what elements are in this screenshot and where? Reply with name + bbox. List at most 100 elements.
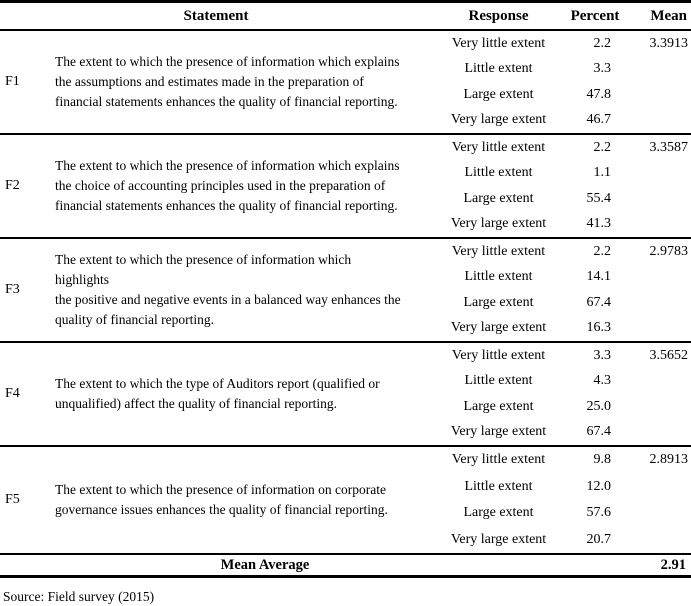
statement-line: The extent to which the presence of info… (55, 252, 352, 267)
percent-value: 55.4 (586, 190, 612, 206)
response-label: Very large extent (450, 531, 547, 547)
statement-line: governance issues enhances the quality o… (55, 502, 388, 517)
statement-id: F3 (5, 282, 20, 297)
response-row: Very large extent 16.3 (432, 316, 691, 342)
mean-value: 2.8913 (649, 452, 689, 468)
percent-value: 4.3 (593, 373, 612, 389)
response-row: Very large extent 67.4 (432, 420, 691, 446)
statement-id: F5 (5, 492, 20, 507)
mean-value: 2.9783 (649, 243, 689, 259)
response-row: Very large extent 41.3 (432, 212, 691, 238)
response-row: Very large extent 46.7 (432, 108, 691, 134)
table-section-f5: F5 The extent to which the presence of in… (0, 447, 691, 555)
statement-line: the assumptions and estimates made in th… (55, 74, 364, 89)
response-label: Little extent (464, 165, 533, 181)
response-label: Large extent (463, 190, 534, 206)
percent-value: 12.0 (586, 478, 612, 494)
response-row: Very little extent 2.2 3.3587 (432, 135, 691, 161)
mean-average-label: Mean Average (220, 556, 310, 573)
response-row: Large extent 57.6 (432, 500, 691, 527)
statement-line: quality of financial reporting. (55, 312, 214, 327)
statement-line: financial statements enhances the qualit… (55, 94, 398, 109)
response-row: Little extent 12.0 (432, 474, 691, 501)
response-row: Little extent 3.3 (432, 57, 691, 83)
mean-value: 3.3913 (649, 35, 689, 51)
percent-value: 2.2 (593, 35, 612, 51)
percent-value: 57.6 (586, 505, 612, 521)
percent-value: 3.3 (593, 61, 612, 77)
statement-line: financial statements enhances the qualit… (55, 198, 398, 213)
table-body: F1 The extent to which the presence of in… (0, 31, 691, 555)
percent-value: 2.2 (593, 243, 612, 259)
response-row: Large extent 55.4 (432, 186, 691, 212)
mean-value: 3.3587 (649, 139, 689, 155)
column-header-mean: Mean (650, 7, 687, 24)
percent-value: 67.4 (586, 424, 612, 440)
response-row: Little extent 1.1 (432, 161, 691, 187)
statement-line: unqualified) affect the quality of finan… (55, 396, 338, 411)
table-header-row: Statement Response Percent Mean (0, 3, 691, 31)
statement-id: F1 (5, 74, 20, 89)
responses-group: Very little extent 3.3 3.5652 Little extent… (432, 343, 691, 445)
response-label: Very large extent (450, 424, 547, 440)
responses-group: Very little extent 9.8 2.8913 Little extent… (432, 447, 691, 553)
percent-value: 3.3 (593, 347, 612, 363)
statement-id: F4 (5, 386, 20, 401)
responses-group: Very little extent 2.2 2.9783 Little extent… (432, 239, 691, 341)
response-label: Very large extent (450, 320, 547, 336)
statement-text: The extent to which the presence of info… (48, 31, 432, 133)
statement-text: The extent to which the presence of info… (48, 447, 432, 553)
response-label: Very little extent (451, 452, 546, 468)
response-label: Little extent (464, 373, 533, 389)
percent-value: 20.7 (586, 531, 612, 547)
percent-value: 14.1 (586, 269, 612, 285)
response-label: Very little extent (451, 243, 546, 259)
percent-value: 67.4 (586, 294, 612, 310)
response-row: Large extent 67.4 (432, 290, 691, 316)
response-label: Little extent (464, 269, 533, 285)
response-row: Little extent 14.1 (432, 265, 691, 291)
percent-value: 41.3 (586, 216, 612, 232)
response-label: Little extent (464, 61, 533, 77)
response-label: Very large extent (450, 216, 547, 232)
statement-line: The extent to which the presence of info… (55, 158, 400, 173)
statement-line: The extent to which the presence of info… (55, 54, 400, 69)
response-row: Large extent 47.8 (432, 82, 691, 108)
response-label: Very little extent (451, 139, 546, 155)
percent-value: 9.8 (593, 452, 612, 468)
table-section-f3: F3 The extent to which the presence of in… (0, 239, 691, 343)
response-row: Very little extent 3.3 3.5652 (432, 343, 691, 369)
percent-value: 47.8 (586, 86, 612, 102)
column-header-response: Response (468, 7, 529, 24)
source-note: Source: Field survey (2015) (3, 589, 155, 604)
percent-value: 46.7 (586, 112, 612, 128)
table-section-f4: F4 The extent to which the type of Audito… (0, 343, 691, 447)
statement-id: F2 (5, 178, 20, 193)
response-row: Very little extent 2.2 3.3913 (432, 31, 691, 57)
responses-group: Very little extent 2.2 3.3587 Little extent… (432, 135, 691, 237)
table-section-f2: F2 The extent to which the presence of in… (0, 135, 691, 239)
response-label: Large extent (463, 86, 534, 102)
response-row: Large extent 25.0 (432, 394, 691, 420)
statement-line: the choice of accounting principles used… (55, 178, 386, 193)
statement-line: the positive and negative events in a ba… (55, 292, 401, 307)
response-label: Large extent (463, 398, 534, 414)
response-label: Very large extent (450, 112, 547, 128)
statement-line: highlights (55, 272, 110, 287)
statement-line: The extent to which the presence of info… (55, 482, 387, 497)
percent-value: 16.3 (586, 320, 612, 336)
response-row: Very little extent 9.8 2.8913 (432, 447, 691, 474)
response-label: Very little extent (451, 347, 546, 363)
statistics-table: Statement Response Percent Mean F1 The ex… (0, 0, 691, 578)
statement-text: The extent to which the presence of info… (48, 239, 432, 341)
response-label: Very little extent (451, 35, 546, 51)
mean-value: 3.5652 (649, 347, 689, 363)
response-row: Very little extent 2.2 2.9783 (432, 239, 691, 265)
table-section-f1: F1 The extent to which the presence of in… (0, 31, 691, 135)
percent-value: 25.0 (586, 398, 612, 414)
response-row: Little extent 4.3 (432, 369, 691, 395)
response-label: Little extent (464, 478, 533, 494)
response-label: Large extent (463, 505, 534, 521)
percent-value: 2.2 (593, 139, 612, 155)
